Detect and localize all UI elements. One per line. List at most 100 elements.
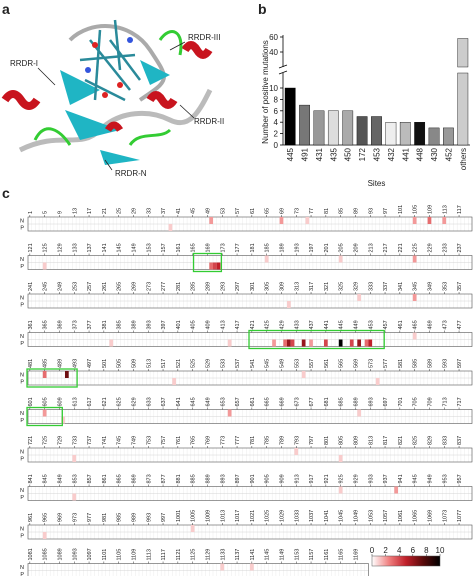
x-tick-label: 349 [427, 282, 433, 291]
row-label: N [20, 450, 24, 456]
x-tick-label: 431 [315, 147, 324, 161]
x-tick-label: 933 [368, 474, 374, 483]
x-tick-label: 53 [220, 208, 226, 214]
block-frame [27, 524, 473, 540]
heatmap-cell [364, 339, 369, 347]
x-tick-label: 493 [72, 359, 78, 368]
x-tick-label: 1137 [235, 549, 241, 561]
bar [327, 110, 339, 146]
x-tick-label: 1057 [383, 510, 389, 522]
x-tick-label: 353 [442, 282, 448, 291]
x-tick-label: 141 [102, 243, 108, 252]
x-tick-label: 461 [398, 320, 404, 329]
x-tick-label: 581 [398, 359, 404, 368]
block-frame [27, 447, 473, 463]
x-tick-label: 491 [301, 147, 310, 161]
block-frame [27, 216, 473, 232]
highlight-box [26, 368, 78, 388]
x-tick-label: 917 [309, 474, 315, 483]
x-tick-label: 1093 [72, 548, 78, 560]
x-tick-label: 845 [43, 474, 49, 483]
x-tick-label: 161 [176, 243, 182, 252]
heatmap-cell [394, 486, 398, 494]
x-tick-label: 545 [265, 359, 271, 368]
x-tick-label: 617 [87, 397, 93, 406]
x-tick-label: 589 [427, 359, 433, 368]
heatmap-cell [412, 294, 417, 301]
row-label: P [20, 572, 24, 576]
x-tick-label: 205 [339, 243, 345, 252]
x-tick-label: 1161 [324, 549, 330, 561]
x-tick-label: 257 [87, 282, 93, 291]
y-tick-label: 10 [269, 84, 278, 93]
x-tick-label: 229 [427, 243, 433, 252]
heatmap-block: NP 721 725 729 733 737 741 745 749 753 757 761 765 76… [20, 436, 473, 463]
heatmap-block: NP 1 5 9 13 17 21 25 29 33 37 41 45 49 53 57 61 65 69 73 77 8… [20, 205, 473, 232]
x-tick-label: 1041 [324, 510, 330, 522]
x-tick-label: 649 [205, 397, 211, 406]
x-tick-label: 77 [309, 208, 315, 214]
x-tick-label: 713 [442, 397, 448, 406]
x-tick-label: 169 [205, 243, 211, 252]
bar [399, 121, 411, 146]
x-tick-label: 613 [72, 397, 78, 406]
x-tick-label: 953 [442, 474, 448, 483]
heatmap-block: NP 361 365 369 373 377 381 385 389 393 397 401 405 40… [20, 320, 473, 347]
x-tick-label: 1065 [413, 510, 419, 522]
x-tick-label: 677 [309, 397, 315, 406]
x-tick-label: 1165 [339, 549, 345, 561]
row-label: N [20, 488, 24, 494]
x-tick-label: 73 [294, 208, 300, 214]
x-tick-label: 37 [161, 208, 167, 214]
heatmap-cell [172, 378, 176, 385]
x-tick-label: 525 [191, 359, 197, 368]
x-tick-label: 341 [398, 282, 404, 291]
x-tick-label: 289 [205, 282, 211, 291]
x-tick-label: 1117 [161, 549, 167, 560]
x-tick-label: 905 [265, 474, 271, 483]
x-tick-label: 345 [413, 282, 419, 291]
x-tick-label: 425 [265, 320, 271, 329]
x-tick-label: 101 [398, 205, 404, 214]
x-tick-label: 513 [146, 359, 152, 368]
x-tick-label: 305 [265, 282, 271, 291]
heatmap-cell [216, 262, 221, 270]
x-tick-label: 881 [176, 474, 182, 483]
x-tick-label: 909 [279, 474, 285, 483]
heatmap-cell [301, 339, 306, 347]
x-tick-label: 761 [176, 436, 182, 445]
x-tick-label: 313 [294, 282, 300, 291]
x-tick-label: 753 [146, 436, 152, 445]
x-tick-label: 81 [324, 208, 330, 214]
heatmap-cell [349, 339, 354, 347]
block-frame [27, 332, 473, 347]
highlight-box [26, 406, 63, 427]
x-tick-label: 121 [28, 243, 34, 252]
x-tick-label: 541 [250, 359, 256, 368]
x-tick-label: 325 [339, 282, 345, 291]
x-tick-label: others [459, 148, 468, 170]
heatmap-block: NP 601 605 609 613 617 621 625 629 633 637 641 645 64… [20, 397, 473, 424]
x-tick-label: 385 [117, 320, 123, 329]
x-tick-label: 897 [235, 474, 241, 483]
x-tick-label: 361 [28, 320, 34, 329]
heatmap-cell [61, 416, 65, 424]
heatmap-cell [42, 532, 47, 539]
x-tick-label: 433 [294, 320, 300, 329]
x-tick-label: 357 [457, 282, 463, 291]
x-tick-label: 29 [131, 208, 137, 214]
x-tick-label: 1033 [294, 510, 300, 522]
x-tick-label: 1029 [279, 510, 285, 522]
x-tick-label: 145 [117, 243, 123, 252]
x-tick-label: 657 [235, 397, 241, 406]
x-tick-label: 17 [87, 208, 93, 214]
x-tick-label: 965 [43, 513, 49, 522]
x-tick-label: 701 [398, 397, 404, 406]
x-tick-label: 949 [427, 474, 433, 483]
x-tick-label: 853 [72, 474, 78, 483]
bar [414, 121, 426, 146]
x-tick-label: 157 [161, 243, 167, 252]
row-label: N [20, 411, 24, 417]
x-tick-label: 661 [250, 397, 256, 406]
x-tick-label: 93 [368, 208, 374, 214]
